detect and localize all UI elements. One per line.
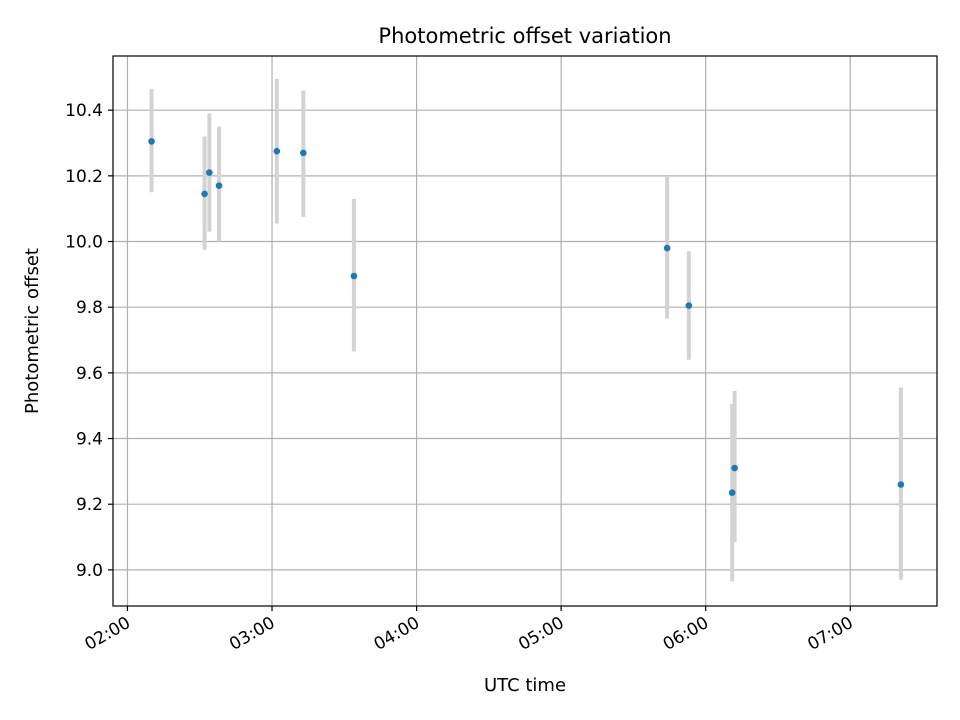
data-point	[148, 138, 155, 145]
y-axis-title: Photometric offset	[22, 248, 43, 414]
y-axis-ticks: 9.0 9.2 9.4 9.6 9.8 10.0 10.2 10.4	[65, 101, 113, 581]
data-point	[731, 464, 738, 472]
chart-title: Photometric offset variation	[378, 24, 671, 48]
data-point	[206, 169, 213, 176]
data-point	[897, 481, 905, 488]
data-point	[215, 182, 223, 190]
y-tick-label: 9.8	[76, 298, 103, 318]
x-axis-title: UTC time	[484, 675, 566, 696]
data-point	[300, 149, 307, 157]
plot-frame	[112, 55, 938, 607]
data-point	[685, 302, 693, 309]
data-point	[201, 190, 208, 198]
grid-lines	[113, 56, 937, 606]
data-point	[728, 489, 736, 497]
data-point	[273, 147, 281, 155]
y-tick-label: 10.0	[65, 233, 103, 253]
data-point	[350, 272, 358, 280]
y-tick-label: 9.0	[76, 561, 103, 581]
y-tick-label: 9.2	[76, 495, 103, 515]
y-tick-label: 10.4	[65, 101, 103, 121]
y-tick-label: 10.2	[65, 167, 103, 187]
data-points	[148, 138, 905, 497]
y-tick-label: 9.6	[76, 364, 103, 384]
data-point	[663, 244, 671, 252]
y-tick-label: 9.4	[76, 430, 103, 450]
